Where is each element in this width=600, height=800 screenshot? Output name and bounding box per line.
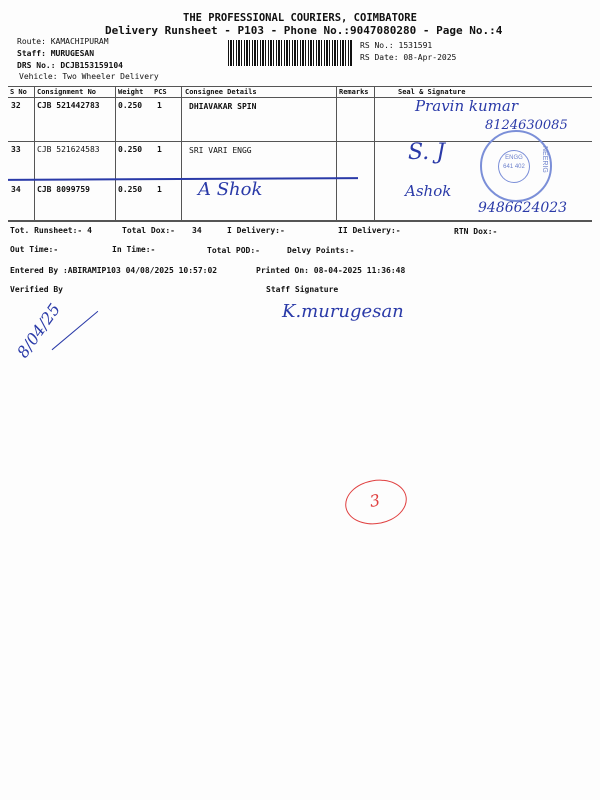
printed-on: Printed On: 08-04-2025 11:36:48 [256, 266, 406, 275]
col-consignee: Consignee Details [185, 88, 257, 96]
row-pcs: 1 [157, 101, 162, 110]
verified-signature: 8/04/25 [13, 299, 65, 362]
drs-no: DRS No.: DCJB153159104 [17, 61, 123, 70]
row-sno: 34 [11, 185, 21, 194]
verified-by-label: Verified By [10, 285, 63, 294]
handwritten-signature: S. J [408, 140, 446, 165]
row-pcs: 1 [157, 185, 162, 194]
table-rule [8, 97, 592, 98]
total-pod: Total POD:- [207, 246, 260, 255]
staff-signature-label: Staff Signature [266, 285, 339, 294]
row-sno: 32 [11, 101, 21, 110]
column-divider [336, 86, 337, 220]
col-signature: Seal & Signature [398, 88, 466, 96]
rtn-dox: RTN Dox:- [454, 227, 498, 236]
column-divider [34, 86, 35, 220]
circle-mark-number: 3 [368, 490, 382, 511]
barcode [228, 40, 352, 66]
row-consignment: CJB 8099759 [37, 185, 90, 194]
out-time: Out Time:- [10, 245, 59, 254]
vehicle: Vehicle: Two Wheeler Delivery [19, 72, 159, 81]
stamp-pin: 641 402 [503, 164, 525, 170]
route: Route: KAMACHIPURAM [17, 37, 109, 46]
red-circle-mark: 3 [341, 474, 411, 530]
handwritten-signature: Ashok [405, 182, 452, 200]
column-divider [374, 86, 375, 220]
row-pcs: 1 [157, 145, 162, 154]
company-name: THE PROFESSIONAL COURIERS, COIMBATORE [183, 12, 417, 24]
col-sno: S No [10, 88, 27, 96]
runsheet-title: Delivery Runsheet - P103 - Phone No.:904… [105, 24, 503, 37]
stamp-ring-text: NEERIG [541, 146, 548, 173]
staff: Staff: MURUGESAN [17, 49, 95, 58]
handwritten-signature: Pravin kumar [415, 97, 518, 115]
tot-runsheet: Tot. Runsheet:- 4 [10, 226, 92, 235]
table-rule [8, 220, 592, 222]
total-dox-label: Total Dox:- [122, 226, 175, 235]
row-weight: 0.250 [118, 145, 143, 154]
col-consignment: Consignment No [37, 88, 97, 96]
rs-no: RS No.: 1531591 [360, 41, 433, 50]
handwritten-phone: 8124630085 [485, 118, 568, 133]
col-weight: Weight [118, 88, 144, 96]
handwritten-phone: 9486624023 [478, 200, 568, 216]
staff-handwritten-signature: K.murugesan [282, 301, 404, 322]
entered-by: Entered By :ABIRAMIP103 04/08/2025 10:57… [10, 266, 218, 275]
stamp-inner-text: ENGG [505, 155, 523, 161]
row-weight: 0.250 [118, 185, 143, 194]
row-consignee: SRI VARI ENGG [189, 146, 252, 155]
delvy-points: Delvy Points:- [287, 246, 355, 255]
col-remarks: Remarks [339, 88, 369, 96]
row-consignee: DHIAVAKAR SPIN [189, 102, 257, 111]
table-rule [8, 141, 592, 142]
column-divider [115, 86, 116, 220]
i-delivery: I Delivery:- [227, 226, 285, 235]
in-time: In Time:- [112, 245, 156, 254]
handwritten-consignee: A Shok [198, 179, 263, 200]
ii-delivery: II Delivery:- [338, 226, 401, 235]
col-pcs: PCS [154, 88, 167, 96]
column-divider [181, 86, 182, 220]
row-consignment: CJB 521624583 [37, 145, 100, 154]
rs-date: RS Date: 08-Apr-2025 [360, 53, 457, 62]
row-consignment: CJB 521442783 [37, 101, 100, 110]
total-dox-value: 34 [192, 226, 202, 235]
row-sno: 33 [11, 145, 21, 154]
row-weight: 0.250 [118, 101, 143, 110]
pen-strike-line [7, 177, 359, 181]
stamp-inner: ENGG 641 402 [498, 150, 530, 183]
company-seal-stamp: NEERIG ENGG 641 402 [480, 130, 552, 202]
table-rule [8, 86, 592, 87]
